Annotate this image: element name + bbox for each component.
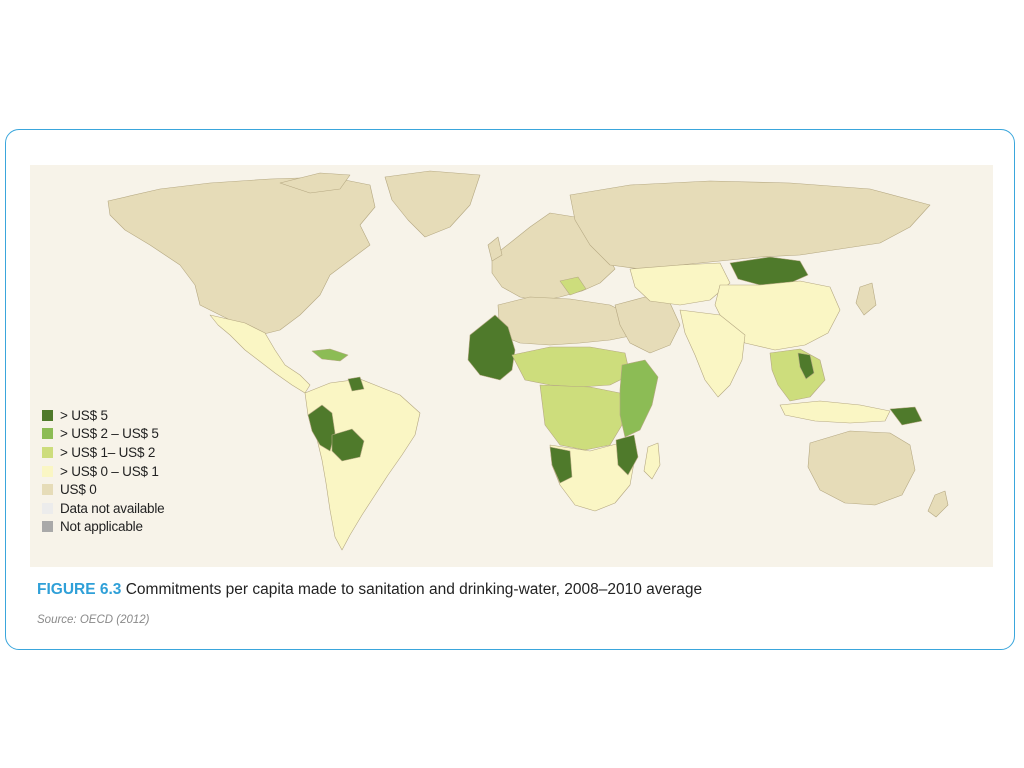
legend-item: > US$ 2 – US$ 5 xyxy=(42,425,194,444)
legend-swatch xyxy=(42,502,53,514)
region-new-zealand xyxy=(927,490,949,518)
legend-item: > US$ 5 xyxy=(42,406,194,425)
region-south-america xyxy=(304,378,421,551)
legend-label: US$ 0 xyxy=(60,482,97,498)
region-namibia xyxy=(549,446,573,484)
legend-item: US$ 0 xyxy=(42,480,194,499)
legend-item: > US$ 0 – US$ 1 xyxy=(42,462,194,481)
region-greenland xyxy=(384,170,481,238)
legend-label: Not applicable xyxy=(60,519,143,535)
region-bolivia xyxy=(331,428,365,462)
legend-swatch xyxy=(42,409,53,421)
map-legend: > US$ 5 > US$ 2 – US$ 5 > US$ 1– US$ 2 >… xyxy=(36,396,194,544)
legend-swatch xyxy=(42,521,53,533)
legend-label: > US$ 0 – US$ 1 xyxy=(60,463,159,479)
region-mozambique xyxy=(615,434,639,476)
region-central-africa xyxy=(539,384,623,451)
figure-label: FIGURE 6.3 xyxy=(37,581,122,598)
region-uk xyxy=(487,236,503,262)
region-north-africa xyxy=(497,296,636,346)
legend-item: Not applicable xyxy=(42,518,194,537)
legend-swatch xyxy=(42,465,53,477)
region-balkans xyxy=(559,276,587,296)
legend-item: > US$ 1– US$ 2 xyxy=(42,443,194,462)
region-east-africa xyxy=(619,359,659,438)
region-guyana xyxy=(347,376,365,392)
region-sahel xyxy=(511,346,631,388)
legend-label: Data not available xyxy=(60,500,165,516)
legend-swatch xyxy=(42,446,53,458)
region-australia xyxy=(807,430,916,506)
region-vietnam xyxy=(797,352,815,380)
legend-swatch xyxy=(42,484,53,496)
region-russia xyxy=(569,180,931,270)
figure-caption-text: Commitments per capita made to sanitatio… xyxy=(125,581,703,598)
region-central-asia xyxy=(629,262,731,306)
legend-label: > US$ 1– US$ 2 xyxy=(60,444,156,460)
region-west-africa xyxy=(467,314,516,381)
region-japan xyxy=(855,282,877,316)
region-caribbean xyxy=(311,348,349,362)
legend-label: > US$ 2 – US$ 5 xyxy=(60,426,159,442)
legend-swatch xyxy=(42,428,53,440)
region-mongolia xyxy=(729,256,809,286)
figure-caption: FIGURE 6.3 Commitments per capita made t… xyxy=(37,581,702,599)
legend-item: Data not available xyxy=(42,499,194,518)
region-papua-new-guinea xyxy=(889,406,923,426)
region-south-asia xyxy=(679,309,746,398)
region-canadian-islands xyxy=(279,172,351,194)
region-madagascar xyxy=(643,442,661,480)
region-indonesia xyxy=(779,400,891,424)
legend-label: > US$ 5 xyxy=(60,407,108,423)
region-southern-africa xyxy=(549,442,636,512)
figure-source: Source: OECD (2012) xyxy=(37,614,150,626)
